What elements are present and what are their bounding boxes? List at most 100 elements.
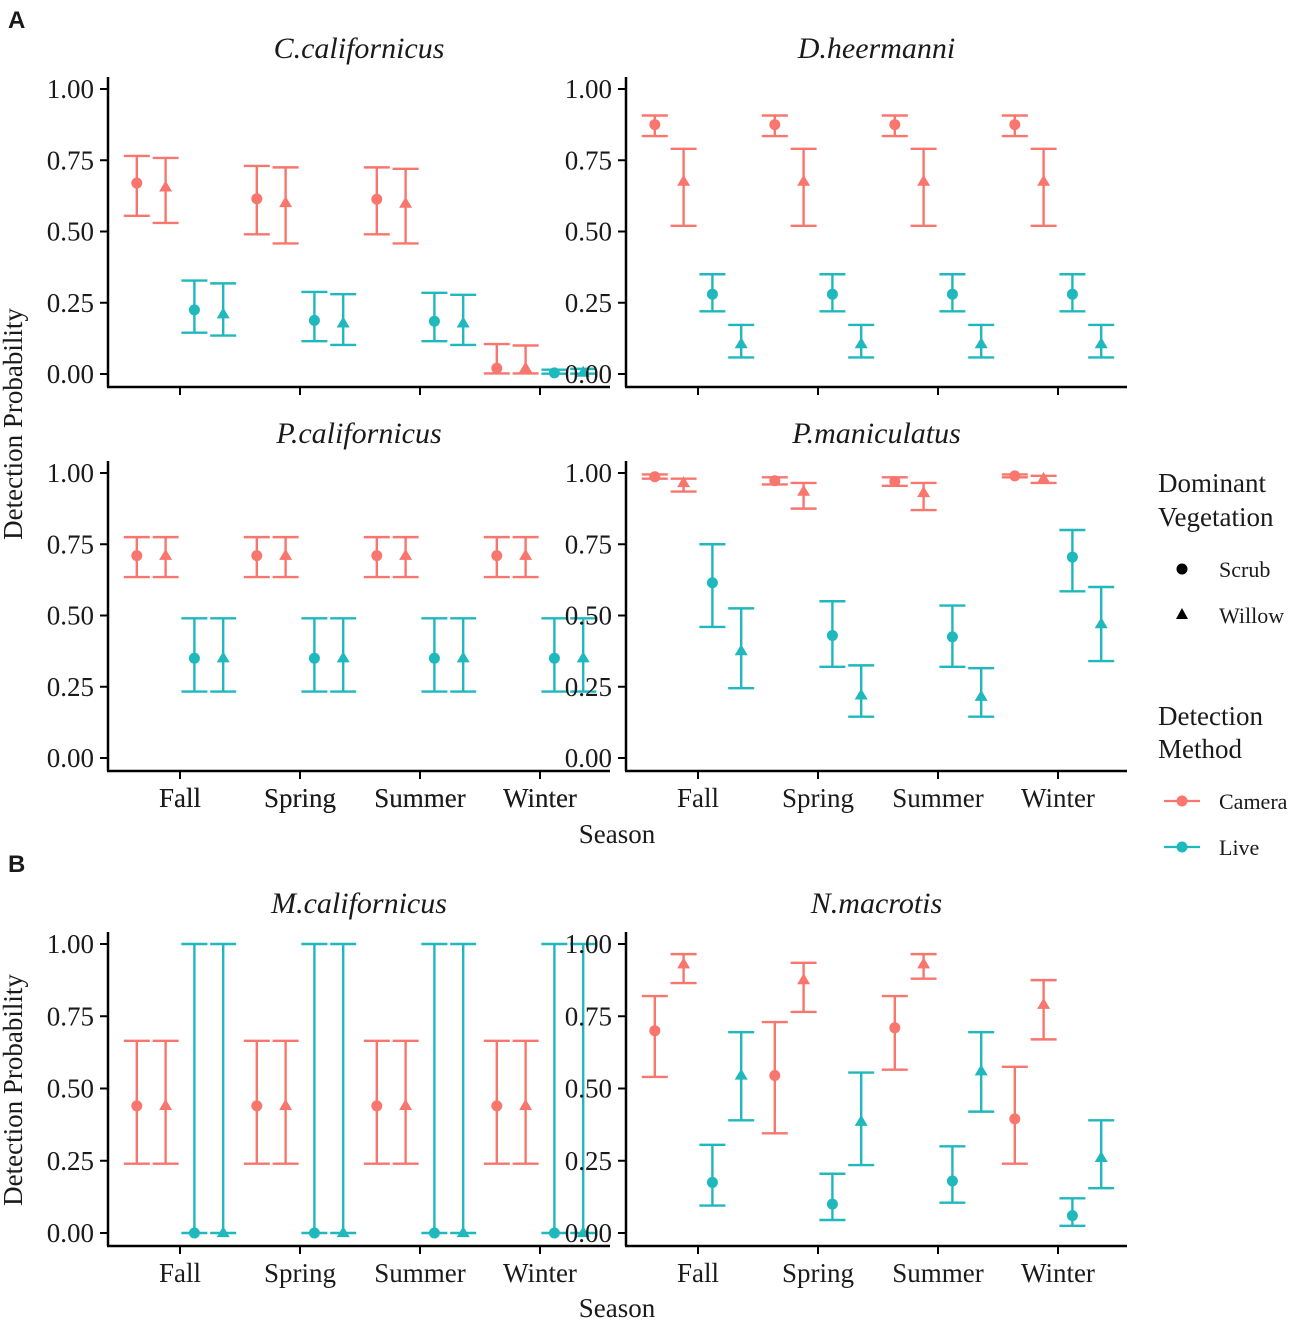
point-live-willow-spring: [854, 1114, 868, 1126]
y-tick-label: 0.75: [47, 529, 94, 559]
point-live-scrub-spring: [826, 288, 838, 300]
point-camera-scrub-winter: [1009, 119, 1021, 131]
x-tick-label: Fall: [677, 1258, 719, 1288]
y-tick-label: 1.00: [47, 929, 94, 959]
point-camera-willow-winter: [1037, 471, 1051, 483]
point-camera-scrub-fall: [131, 550, 143, 562]
point-camera-willow-spring: [279, 196, 293, 208]
point-live-scrub-spring: [826, 1198, 838, 1210]
legend-camera-label: Camera: [1219, 789, 1288, 814]
point-live-willow-fall: [734, 644, 748, 656]
point-camera-willow-fall: [159, 180, 173, 192]
point-camera-scrub-summer: [889, 1022, 901, 1034]
point-live-willow-summer: [974, 1064, 988, 1076]
legend-willow-label: Willow: [1219, 603, 1284, 628]
point-camera-willow-winter: [519, 548, 533, 560]
point-live-scrub-winter: [1066, 1210, 1078, 1222]
point-camera-scrub-winter: [1009, 1113, 1021, 1125]
facet-n-macrotis: N.macrotis 0.00 0.25 0.50 0.75 1.00 Fall Spring…: [565, 887, 1127, 1288]
y-tick-label: 0.00: [565, 743, 612, 773]
point-camera-willow-spring: [279, 548, 293, 560]
point-live-willow-spring: [854, 337, 868, 349]
point-live-willow-spring: [336, 1226, 350, 1238]
point-live-scrub-fall: [706, 1176, 718, 1188]
facet-title: M.californicus: [270, 887, 447, 920]
facet-c-californicus: C.californicus 0.00 0.25 0.50 0.75 1.00 Fall Sp…: [47, 32, 610, 813]
legend-camera-dot-icon: [1176, 795, 1188, 807]
facet-d-heermanni: D.heermanni 0.00 0.25 0.50 0.75 1.00: [565, 32, 1127, 395]
point-camera-willow-summer: [917, 174, 931, 186]
point-live-willow-winter: [1094, 1151, 1108, 1163]
point-live-scrub-winter: [1066, 551, 1078, 563]
point-camera-willow-winter: [1037, 174, 1051, 186]
point-camera-scrub-winter: [1009, 470, 1021, 482]
legend-willow-triangle-icon: [1176, 608, 1188, 619]
y-tick-label: 0.25: [565, 288, 612, 318]
point-camera-willow-winter: [1037, 997, 1051, 1009]
point-camera-scrub-winter: [491, 362, 503, 374]
facet-title: C.californicus: [274, 32, 445, 65]
point-camera-willow-summer: [917, 957, 931, 969]
point-camera-scrub-fall: [649, 1025, 661, 1037]
point-live-scrub-winter: [548, 652, 560, 664]
y-tick-label: 1.00: [565, 458, 612, 488]
y-tick-label: 0.00: [47, 1218, 94, 1248]
point-camera-willow-spring: [797, 174, 811, 186]
point-camera-willow-summer: [399, 548, 413, 560]
y-tick-label: 0.75: [47, 145, 94, 175]
x-tick-label: Winter: [503, 1258, 577, 1288]
point-live-scrub-winter: [548, 367, 560, 379]
facet-title: P.californicus: [275, 417, 441, 450]
y-tick-label: 1.00: [565, 929, 612, 959]
point-live-willow-fall: [734, 337, 748, 349]
y-tick-label: 0.25: [565, 672, 612, 702]
legend-live-label: Live: [1219, 835, 1259, 860]
x-tick-label: Fall: [677, 783, 719, 813]
point-live-scrub-spring: [308, 652, 320, 664]
point-camera-scrub-spring: [769, 475, 781, 487]
point-camera-scrub-fall: [131, 1100, 143, 1112]
x-tick-label: Fall: [159, 783, 201, 813]
x-tick-label: Summer: [892, 1258, 984, 1288]
y-tick-label: 0.50: [47, 1074, 94, 1104]
point-camera-scrub-fall: [649, 119, 661, 131]
point-live-scrub-summer: [428, 315, 440, 327]
y-tick-label: 1.00: [47, 458, 94, 488]
x-axis-title-b: Season: [579, 1293, 656, 1320]
point-camera-willow-fall: [159, 1099, 173, 1111]
y-tick-label: 0.75: [47, 1001, 94, 1031]
point-camera-willow-summer: [399, 1099, 413, 1111]
point-live-scrub-fall: [706, 288, 718, 300]
y-tick-label: 0.25: [47, 1146, 94, 1176]
facet-title: N.macrotis: [810, 887, 942, 920]
x-tick-label: Winter: [1021, 1258, 1095, 1288]
x-tick-label: Fall: [159, 1258, 201, 1288]
point-live-willow-summer: [456, 651, 470, 663]
x-tick-label: Summer: [374, 783, 466, 813]
point-camera-willow-fall: [677, 174, 691, 186]
point-camera-scrub-spring: [769, 1069, 781, 1081]
point-live-scrub-summer: [428, 652, 440, 664]
y-tick-label: 0.75: [565, 1001, 612, 1031]
point-camera-willow-spring: [797, 484, 811, 496]
y-tick-label: 0.50: [47, 601, 94, 631]
x-tick-label: Summer: [374, 1258, 466, 1288]
x-tick-label: Summer: [892, 783, 984, 813]
point-live-scrub-winter: [1066, 288, 1078, 300]
point-live-scrub-spring: [308, 314, 320, 326]
point-camera-scrub-spring: [251, 1100, 263, 1112]
facet-title: D.heermanni: [797, 32, 955, 65]
point-camera-scrub-winter: [491, 550, 503, 562]
point-live-willow-fall: [216, 1226, 230, 1238]
point-camera-scrub-spring: [251, 550, 263, 562]
point-camera-willow-fall: [677, 957, 691, 969]
point-live-willow-fall: [216, 651, 230, 663]
point-live-willow-fall: [216, 307, 230, 319]
y-tick-label: 0.50: [565, 601, 612, 631]
point-live-scrub-fall: [188, 304, 200, 316]
point-live-scrub-summer: [946, 288, 958, 300]
x-tick-label: Summer: [374, 783, 466, 813]
x-tick-label: Spring: [264, 783, 336, 813]
point-live-willow-winter: [1094, 617, 1108, 629]
point-camera-willow-winter: [519, 1099, 533, 1111]
